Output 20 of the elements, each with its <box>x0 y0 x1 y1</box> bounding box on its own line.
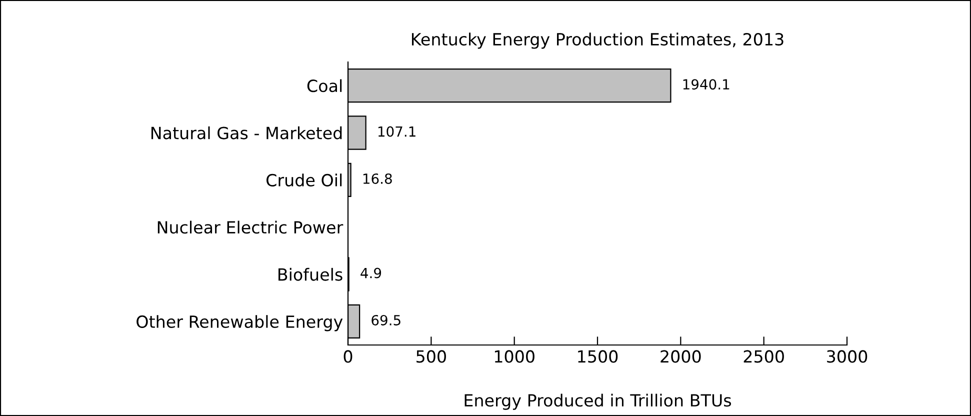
data-label: 107.1 <box>378 126 416 137</box>
data-label: 1940.1 <box>683 79 730 90</box>
y-tick-label: Natural Gas - Marketed <box>151 126 342 140</box>
x-tick-label: 0 <box>344 350 352 363</box>
data-label: 4.9 <box>360 268 382 278</box>
y-tick-label: Other Renewable Energy <box>136 315 343 332</box>
data-label: 16.8 <box>363 173 392 184</box>
y-tick-label: Coal <box>307 79 342 92</box>
data-label: 69.5 <box>372 314 400 326</box>
y-tick-label: Biofuels <box>278 268 342 281</box>
x-tick-label: 1500 <box>578 350 618 363</box>
x-tick-label: 1000 <box>494 350 534 363</box>
x-tick-label: 500 <box>416 350 446 363</box>
x-tick-label: 3000 <box>827 350 868 363</box>
chart-title: Kentucky Energy Production Estimates, 2013 <box>412 32 784 49</box>
y-tick-label: Crude Oil <box>266 174 342 186</box>
y-tick-label: Nuclear Electric Power <box>158 220 344 234</box>
x-axis-title: Energy Produced in Trillion BTUs <box>464 394 732 410</box>
x-tick-label: 2000 <box>660 350 701 363</box>
x-tick-label: 2500 <box>744 350 784 363</box>
